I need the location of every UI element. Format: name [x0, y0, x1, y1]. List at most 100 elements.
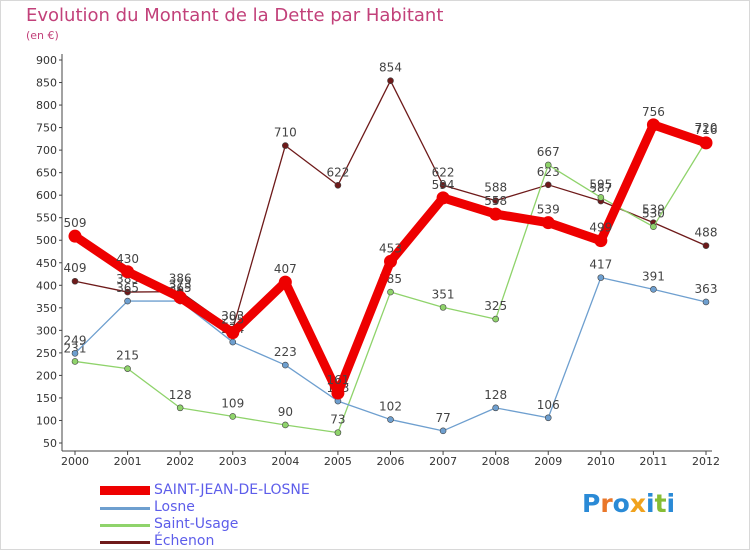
data-label: 161: [326, 373, 349, 387]
data-point: [278, 275, 292, 289]
data-point: [282, 421, 289, 429]
data-point: [334, 429, 342, 436]
data-point: [124, 288, 131, 296]
data-point: [226, 326, 240, 340]
data-label: 391: [642, 269, 665, 283]
data-point: [492, 315, 499, 323]
data-point: [544, 181, 552, 189]
data-point: [71, 350, 79, 357]
data-label: 756: [642, 105, 665, 119]
data-label: 409: [64, 261, 87, 275]
data-point: [439, 181, 447, 189]
data-point: [597, 274, 605, 281]
data-label: 595: [589, 177, 612, 191]
data-label: 231: [64, 341, 87, 355]
data-label: 373: [169, 277, 192, 291]
y-tick-label: 650: [36, 167, 57, 180]
data-label: 249: [64, 333, 87, 347]
data-point: [492, 404, 499, 412]
data-point: [387, 288, 394, 296]
data-label: 295: [221, 313, 244, 327]
y-tick-label: 500: [36, 234, 57, 247]
data-label: 128: [484, 388, 507, 402]
x-tick-label: 2005: [324, 455, 352, 468]
data-label: 854: [379, 61, 402, 75]
data-point: [229, 413, 237, 420]
data-point: [439, 427, 447, 435]
data-point: [650, 223, 657, 231]
y-tick-label: 850: [36, 77, 57, 90]
data-label: 215: [116, 349, 139, 363]
data-label: 90: [278, 405, 293, 419]
data-point: [646, 118, 660, 132]
data-label: 109: [221, 396, 244, 410]
data-label: 499: [589, 221, 612, 235]
data-point: [544, 414, 552, 422]
data-point: [124, 297, 131, 305]
data-point: [176, 404, 184, 412]
data-label: 667: [537, 145, 560, 159]
x-tick-label: 2001: [114, 455, 142, 468]
y-tick-label: 400: [36, 279, 57, 292]
y-tick-label: 250: [36, 347, 57, 360]
x-tick-label: 2000: [61, 455, 89, 468]
legend-swatch: [100, 524, 150, 527]
data-label: 106: [537, 398, 560, 412]
legend-swatch: [100, 486, 150, 495]
data-label: 223: [274, 345, 297, 359]
data-label: 365: [116, 281, 139, 295]
data-point: [71, 277, 79, 285]
data-label: 558: [484, 194, 507, 208]
proxiti-logo: Proxiti: [582, 489, 676, 518]
y-tick-label: 550: [36, 212, 57, 225]
x-tick-label: 2006: [377, 455, 405, 468]
data-label: 588: [484, 181, 507, 195]
y-tick-label: 600: [36, 189, 57, 202]
data-point: [702, 298, 710, 306]
data-point: [68, 229, 82, 243]
data-label: 539: [642, 203, 665, 217]
data-label: 539: [537, 203, 560, 217]
data-label: 128: [169, 388, 192, 402]
y-tick-label: 700: [36, 144, 57, 157]
data-point: [650, 286, 657, 293]
x-tick-label: 2009: [534, 455, 562, 468]
data-label: 453: [379, 241, 402, 255]
data-label: 73: [330, 413, 345, 427]
data-point: [489, 207, 503, 221]
data-point: [597, 194, 605, 201]
data-point: [173, 290, 187, 304]
data-label: 363: [695, 282, 718, 296]
legend-label: Échenon: [154, 533, 215, 549]
y-tick-label: 150: [36, 392, 57, 405]
data-point: [334, 181, 342, 189]
legend-label: Losne: [154, 499, 195, 515]
x-tick-label: 2010: [587, 455, 615, 468]
data-point: [124, 365, 131, 372]
y-tick-label: 350: [36, 302, 57, 315]
data-label: 77: [435, 411, 450, 425]
y-tick-label: 900: [36, 54, 57, 67]
data-label: 710: [274, 126, 297, 140]
y-tick-label: 300: [36, 324, 57, 337]
data-label: 430: [116, 252, 139, 266]
data-label: 622: [326, 165, 349, 179]
y-tick-label: 750: [36, 122, 57, 135]
data-point: [282, 361, 289, 369]
data-point: [594, 234, 608, 248]
data-label: 587: [589, 181, 612, 195]
data-point: [387, 416, 394, 423]
x-tick-label: 2007: [429, 455, 457, 468]
data-point: [387, 77, 394, 85]
data-point: [71, 358, 79, 365]
x-tick-label: 2002: [166, 455, 194, 468]
data-point: [699, 136, 713, 150]
legend-swatch: [100, 541, 150, 544]
data-point: [702, 242, 710, 249]
y-tick-label: 100: [36, 414, 57, 427]
data-point: [544, 161, 552, 169]
data-point: [492, 197, 499, 204]
x-tick-label: 2004: [271, 455, 299, 468]
y-tick-label: 50: [43, 437, 57, 450]
